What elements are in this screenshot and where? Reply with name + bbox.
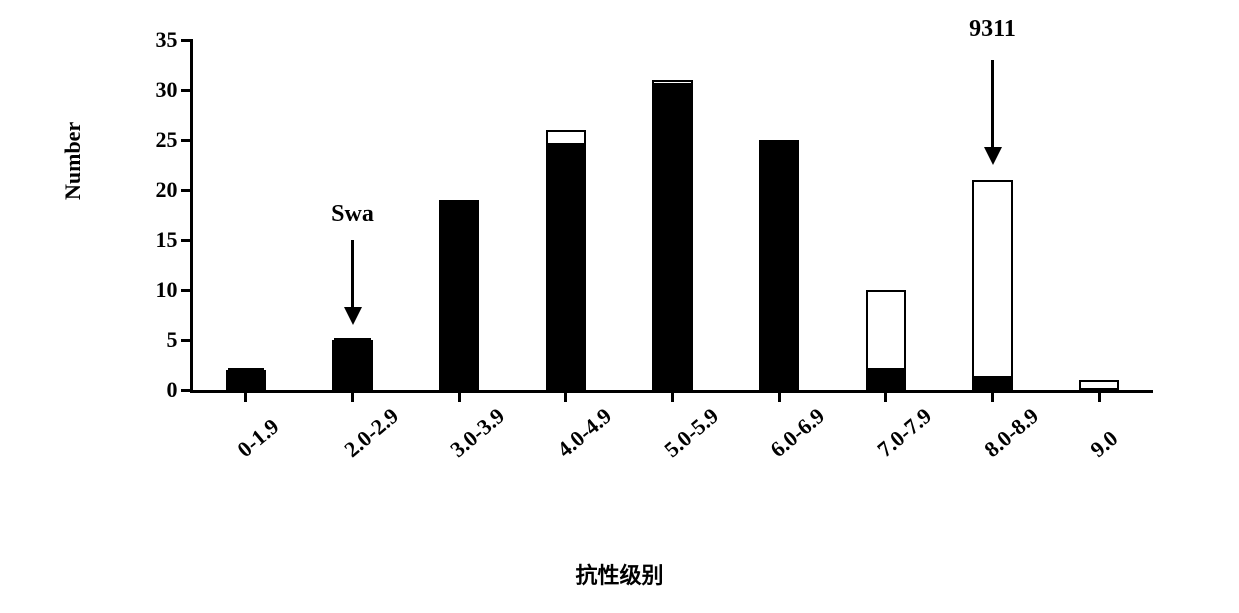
x-tick-label: 9.0 [1085, 425, 1123, 463]
y-tick [181, 189, 193, 192]
y-axis-label: Number [60, 122, 86, 200]
bar [652, 80, 693, 390]
x-tick-label: 2.0-2.9 [339, 403, 403, 463]
annotation-label: 9311 [969, 16, 1016, 43]
y-tick-label: 10 [156, 277, 178, 303]
bar [439, 200, 480, 390]
histogram-chart: Number 05101520253035Swa9311 0-1.92.0-2.… [70, 20, 1170, 580]
y-tick-label: 35 [156, 27, 178, 53]
y-tick [181, 339, 193, 342]
bar-fill [974, 376, 1011, 388]
bar [972, 180, 1013, 390]
y-tick [181, 289, 193, 292]
y-tick-label: 25 [156, 127, 178, 153]
bar-fill [334, 338, 371, 388]
bar-fill [228, 368, 265, 388]
bar-fill [548, 143, 585, 388]
y-tick [181, 239, 193, 242]
x-tick-label: 6.0-6.9 [765, 403, 829, 463]
y-tick-label: 20 [156, 177, 178, 203]
y-tick-label: 30 [156, 77, 178, 103]
bar [759, 140, 800, 390]
bar-fill [761, 141, 798, 388]
x-tick-label: 3.0-3.9 [445, 403, 509, 463]
plot-area: 05101520253035Swa9311 [190, 40, 1153, 393]
y-tick [181, 89, 193, 92]
bar [332, 340, 373, 390]
y-tick-label: 5 [167, 327, 178, 353]
bar-fill [868, 368, 905, 388]
x-tick-label: 8.0-8.9 [979, 403, 1043, 463]
x-tick-row: 0-1.9 2.0-2.9 3.0-3.9 4.0-4.9 5.0-5.9 6.0-6.9… [190, 390, 1150, 510]
x-tick-label: 7.0-7.9 [872, 403, 936, 463]
annotation-arrow [344, 240, 362, 325]
bar [866, 290, 907, 390]
bar-fill [654, 83, 691, 388]
y-tick-label: 0 [167, 377, 178, 403]
x-axis-label: 抗性级别 [70, 558, 1170, 590]
bar [546, 130, 587, 390]
bar [226, 370, 267, 390]
y-tick [181, 139, 193, 142]
bar-fill [441, 201, 478, 388]
y-tick [181, 39, 193, 42]
annotation-label: Swa [331, 201, 374, 228]
annotation-arrow [984, 60, 1002, 165]
y-tick-label: 15 [156, 227, 178, 253]
x-tick-label: 4.0-4.9 [552, 403, 616, 463]
x-tick-label: 5.0-5.9 [659, 403, 723, 463]
bar [1079, 380, 1120, 390]
x-tick-label: 0-1.9 [232, 414, 284, 463]
